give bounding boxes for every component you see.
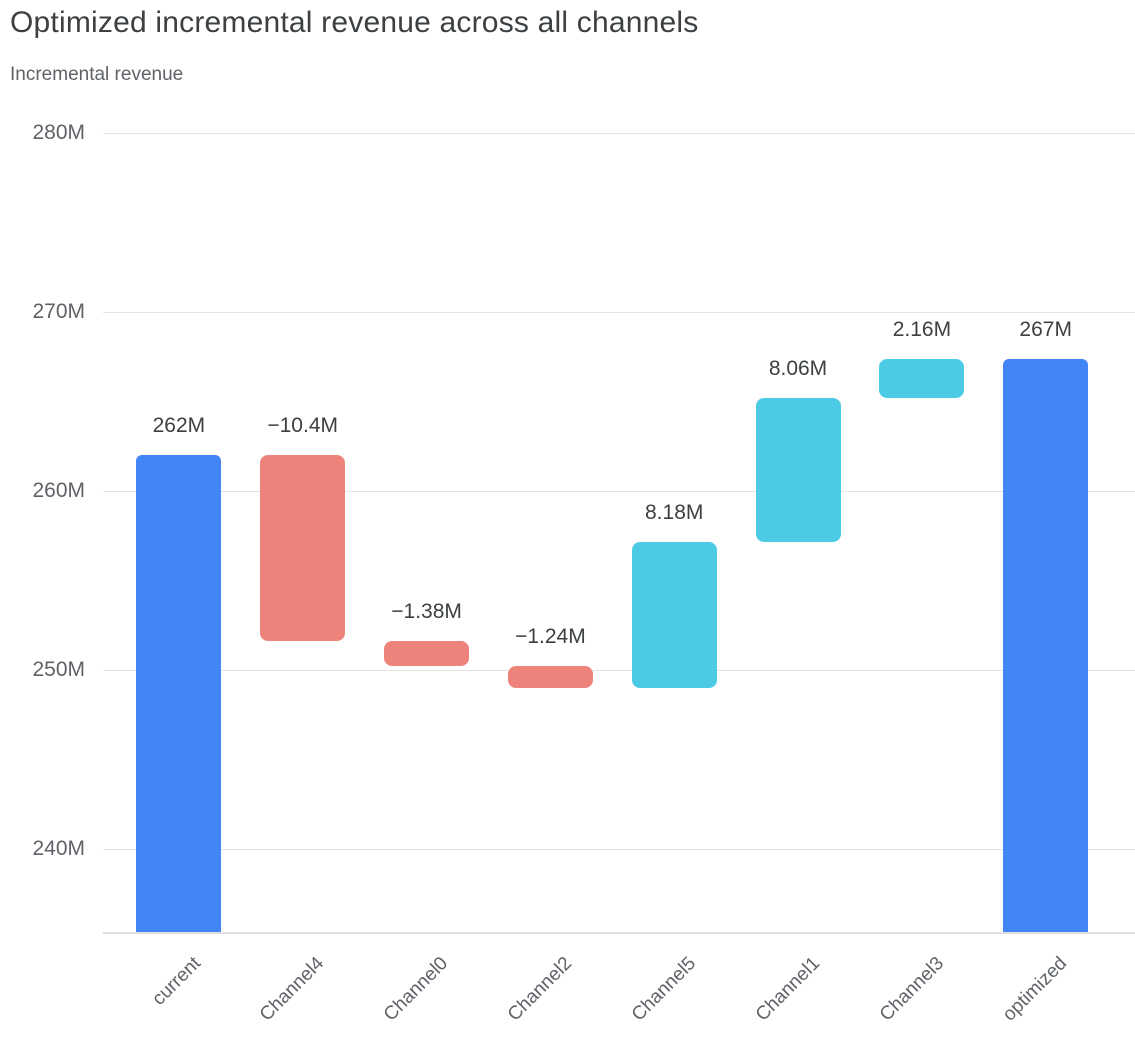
waterfall-bar-Channel1[interactable] <box>755 397 841 542</box>
y-gridline <box>103 491 1135 492</box>
waterfall-bar-Channel4[interactable] <box>260 455 346 642</box>
y-axis-tick-label: 280M <box>32 121 85 144</box>
chart-title: Optimized incremental revenue across all… <box>10 6 699 39</box>
bar-value-label: −10.4M <box>267 414 338 438</box>
bar-value-label: 262M <box>152 414 206 438</box>
waterfall-bar-Channel5[interactable] <box>631 541 717 689</box>
x-axis-category-label: Channel2 <box>503 953 577 1026</box>
x-axis-category-label: Channel3 <box>875 953 948 1026</box>
y-gridline <box>103 849 1135 850</box>
bar-value-label: −1.38M <box>391 600 462 624</box>
bar-value-label: 8.18M <box>645 500 704 524</box>
x-axis-category-label: optimized <box>999 953 1072 1026</box>
bar-value-label: 8.06M <box>768 356 828 380</box>
waterfall-bar-current[interactable] <box>136 455 222 932</box>
bar-value-label: 267M <box>1019 317 1072 341</box>
y-axis-tick-label: 250M <box>32 658 85 681</box>
waterfall-bar-Channel2[interactable] <box>507 666 593 689</box>
y-gridline <box>103 312 1135 313</box>
waterfall-bar-Channel0[interactable] <box>384 641 470 667</box>
x-axis-line <box>103 932 1135 934</box>
waterfall-bar-optimized[interactable] <box>1003 358 1089 932</box>
y-gridline <box>103 670 1135 671</box>
y-axis-tick-label: 260M <box>32 479 85 502</box>
x-axis-category-label: Channel1 <box>751 953 824 1026</box>
bar-value-label: −1.24M <box>515 625 586 649</box>
y-axis-tick-label: 270M <box>32 300 85 323</box>
waterfall-bar-Channel3[interactable] <box>879 358 965 398</box>
x-axis-category-label: current <box>148 953 205 1010</box>
x-axis-category-label: Channel5 <box>627 953 701 1026</box>
x-axis-category-label: Channel0 <box>380 953 453 1026</box>
chart-subtitle: Incremental revenue <box>10 64 184 85</box>
y-axis-tick-label: 240M <box>32 837 85 860</box>
y-gridline <box>103 133 1135 134</box>
bar-value-label: 2.16M <box>892 317 952 341</box>
x-axis-category-label: Channel4 <box>256 953 329 1026</box>
